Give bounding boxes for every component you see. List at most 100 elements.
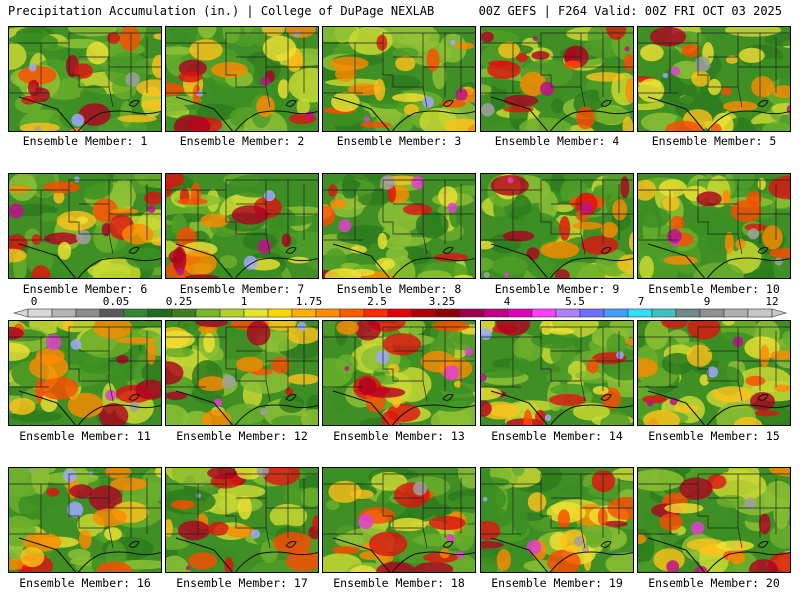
precip-map-panel	[8, 467, 162, 573]
legend-color-swatch	[627, 308, 653, 318]
legend-tick-label: 5.5	[565, 295, 585, 308]
precip-map	[9, 174, 161, 278]
legend-color-swatch	[555, 308, 581, 318]
legend-tick-label: 4	[503, 295, 511, 308]
precip-map-panel	[322, 320, 476, 426]
precip-map	[481, 468, 633, 572]
precip-map-panel	[480, 26, 634, 132]
precip-map-panel	[480, 320, 634, 426]
precip-map-panel	[322, 173, 476, 279]
panel-caption: Ensemble Member: 17	[176, 576, 308, 590]
legend-color-swatch	[579, 308, 605, 318]
legend-color-swatch	[459, 308, 485, 318]
precip-map-panel	[8, 173, 162, 279]
panel-caption: Ensemble Member: 5	[651, 134, 777, 148]
panel-caption: Ensemble Member: 13	[333, 429, 465, 443]
legend-color-swatch	[651, 308, 677, 318]
legend-color-swatch	[123, 308, 149, 318]
precip-map-panel	[637, 173, 791, 279]
precip-map	[323, 321, 475, 425]
run-info: 00Z GEFS | F264 Valid: 00Z FRI OCT 03 20…	[478, 4, 782, 18]
panel-caption: Ensemble Member: 19	[491, 576, 623, 590]
legend-color-swatch	[483, 308, 509, 318]
legend-color-swatch	[171, 308, 197, 318]
legend-tick-label: 1	[240, 295, 248, 308]
legend-tick-label: 12	[765, 295, 779, 308]
panel-caption: Ensemble Member: 1	[22, 134, 148, 148]
legend-tick-label: 7	[637, 295, 645, 308]
legend-color-swatch	[339, 308, 365, 318]
legend-color-swatch	[219, 308, 245, 318]
legend-tick-label: 2.5	[367, 295, 387, 308]
legend-color-swatch	[723, 308, 749, 318]
precip-map-panel	[637, 467, 791, 573]
color-legend-bar	[12, 308, 788, 318]
page-title: Precipitation Accumulation (in.) | Colle…	[8, 4, 435, 18]
panel-caption: Ensemble Member: 18	[333, 576, 465, 590]
legend-color-swatch	[147, 308, 173, 318]
legend-color-swatch	[675, 308, 701, 318]
precip-map	[638, 468, 790, 572]
precip-map-panel	[637, 26, 791, 132]
legend-tick-label: 0.25	[165, 295, 193, 308]
legend-color-swatch	[411, 308, 437, 318]
precip-map	[323, 174, 475, 278]
legend-tick-label: 3.25	[428, 295, 456, 308]
precip-map	[481, 174, 633, 278]
precip-map	[166, 321, 318, 425]
panel-caption: Ensemble Member: 10	[648, 282, 780, 296]
precip-map	[638, 174, 790, 278]
precip-map-panel	[322, 467, 476, 573]
legend-color-swatch	[51, 308, 77, 318]
precip-map-panel	[165, 467, 319, 573]
legend-color-swatch	[363, 308, 389, 318]
legend-tick-label: 1.75	[295, 295, 323, 308]
legend-color-swatch	[699, 308, 725, 318]
panel-caption: Ensemble Member: 8	[336, 282, 462, 296]
precip-map	[9, 468, 161, 572]
legend-color-swatch	[747, 308, 773, 318]
panel-caption: Ensemble Member: 12	[176, 429, 308, 443]
legend-color-swatch	[27, 308, 53, 318]
precip-map	[638, 321, 790, 425]
panel-caption: Ensemble Member: 20	[648, 576, 780, 590]
legend-color-swatch	[531, 308, 557, 318]
precip-map-panel	[165, 320, 319, 426]
header: Precipitation Accumulation (in.) | Colle…	[0, 0, 800, 22]
legend-color-swatch	[291, 308, 317, 318]
legend-color-swatch	[267, 308, 293, 318]
precip-map	[166, 468, 318, 572]
precip-map	[9, 321, 161, 425]
legend-color-swatch	[435, 308, 461, 318]
precip-map	[638, 27, 790, 131]
legend-tick-label: 0	[30, 295, 38, 308]
precip-map	[166, 27, 318, 131]
legend-tick-label: 9	[703, 295, 711, 308]
legend-color-swatch	[75, 308, 101, 318]
legend-color-swatch	[315, 308, 341, 318]
precip-map	[481, 27, 633, 131]
panel-caption: Ensemble Member: 3	[336, 134, 462, 148]
panel-caption: Ensemble Member: 14	[491, 429, 623, 443]
precip-map	[323, 27, 475, 131]
legend-tick-label: 0.05	[102, 295, 130, 308]
precip-map	[9, 27, 161, 131]
precip-map-panel	[8, 26, 162, 132]
panel-caption: Ensemble Member: 16	[19, 576, 151, 590]
color-legend: 0 0.05 0.25 1 1.75 2.5 3.25 4 5.5 7 9 12	[10, 296, 790, 322]
panel-caption: Ensemble Member: 4	[494, 134, 620, 148]
precip-map	[166, 174, 318, 278]
precip-map-panel	[322, 26, 476, 132]
panel-caption: Ensemble Member: 2	[179, 134, 305, 148]
legend-color-swatch	[387, 308, 413, 318]
panel-caption: Ensemble Member: 9	[494, 282, 620, 296]
precip-map-panel	[165, 173, 319, 279]
legend-color-swatch	[243, 308, 269, 318]
legend-arrow-right	[771, 308, 788, 318]
legend-arrow-left	[12, 308, 29, 318]
panel-caption: Ensemble Member: 6	[22, 282, 148, 296]
precip-map	[481, 321, 633, 425]
precip-map-panel	[637, 320, 791, 426]
legend-color-swatch	[603, 308, 629, 318]
precip-map-panel	[480, 173, 634, 279]
